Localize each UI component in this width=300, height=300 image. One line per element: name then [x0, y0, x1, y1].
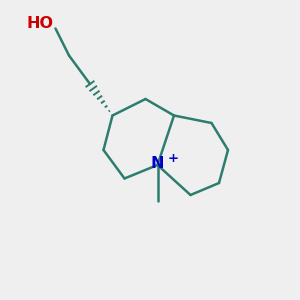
- Text: HO: HO: [27, 16, 54, 31]
- Text: N: N: [151, 156, 164, 171]
- Text: +: +: [168, 152, 178, 165]
